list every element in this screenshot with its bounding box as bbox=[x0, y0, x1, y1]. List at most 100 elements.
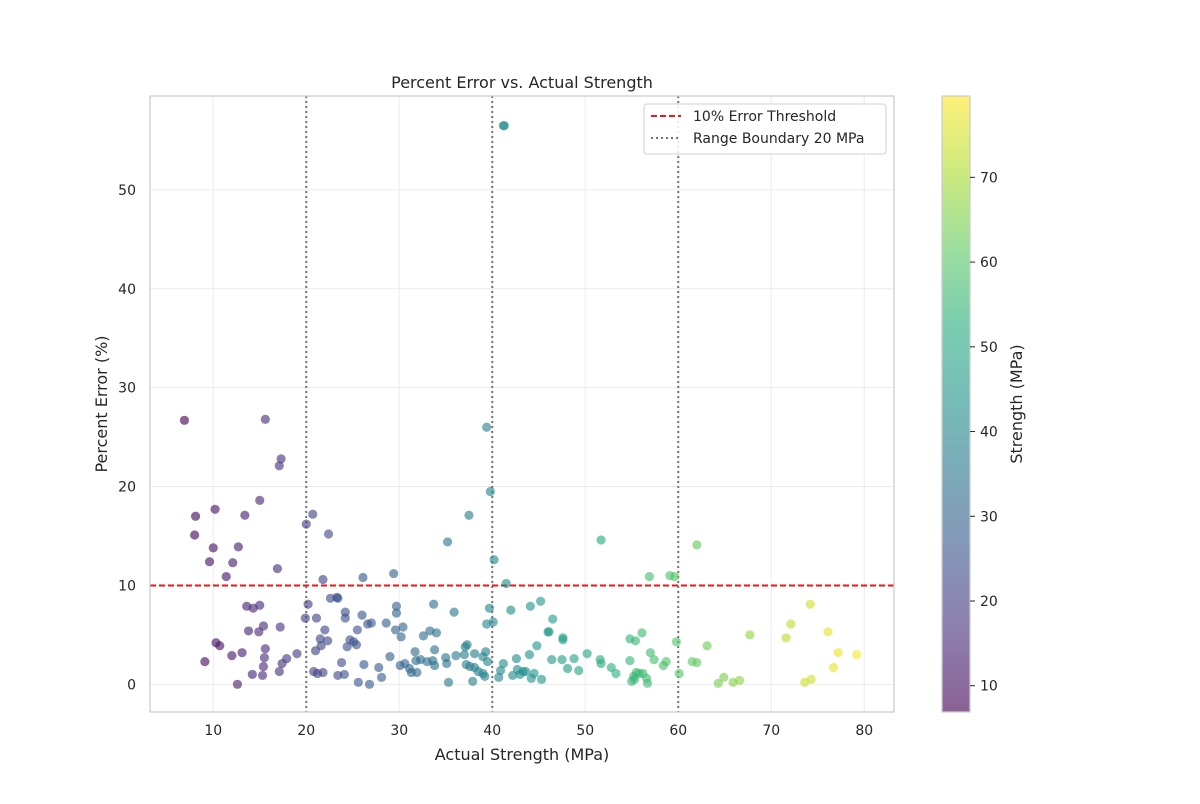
scatter-point bbox=[243, 626, 254, 636]
scatter-point bbox=[311, 613, 322, 623]
scatter-point bbox=[429, 645, 440, 655]
scatter-point bbox=[221, 571, 231, 582]
colorbar: 10 20 30 40 50 60 70 Strength (MPa) bbox=[941, 95, 1026, 713]
y-tick-label: 30 bbox=[118, 381, 136, 397]
y-tick-label: 0 bbox=[127, 677, 136, 693]
scatter-point bbox=[340, 613, 350, 623]
scatter-point bbox=[301, 519, 311, 529]
scatter-point bbox=[524, 650, 535, 660]
scatter-point bbox=[496, 665, 506, 676]
colorbar-ticks: 10 20 30 40 50 60 70 bbox=[970, 170, 998, 695]
scatter-point bbox=[318, 667, 328, 678]
scatter-point bbox=[257, 670, 268, 681]
scatter-point bbox=[255, 600, 265, 610]
scatter-point bbox=[418, 631, 429, 641]
scatter-point bbox=[233, 542, 243, 552]
scatter-point bbox=[702, 641, 712, 651]
scatter-point bbox=[389, 568, 399, 579]
scatter-point bbox=[260, 644, 270, 654]
scatter-point bbox=[596, 535, 606, 545]
scatter-point bbox=[558, 635, 568, 645]
scatter-point bbox=[806, 674, 816, 684]
x-tick-label: 70 bbox=[762, 723, 780, 739]
scatter-point bbox=[396, 632, 406, 642]
colorbar-tick-label: 40 bbox=[980, 425, 998, 441]
colorbar-tick-label: 70 bbox=[980, 170, 998, 186]
y-axis-label: Percent Error (%) bbox=[92, 335, 111, 472]
grid bbox=[150, 96, 894, 712]
legend-boundary-label: Range Boundary 20 MPa bbox=[693, 131, 864, 147]
scatter-point bbox=[645, 648, 655, 658]
scatter-point bbox=[272, 564, 283, 574]
scatter-point bbox=[259, 653, 269, 663]
scatter-point bbox=[336, 657, 347, 668]
x-tick-label: 20 bbox=[297, 723, 315, 739]
colorbar-label: Strength (MPa) bbox=[1007, 344, 1026, 463]
x-axis-label: Actual Strength (MPa) bbox=[435, 745, 610, 764]
scatter-point bbox=[547, 654, 557, 665]
scatter-point bbox=[274, 666, 284, 677]
scatter-point bbox=[258, 661, 269, 672]
scatter-point bbox=[482, 656, 493, 667]
scatter-point bbox=[805, 599, 815, 609]
scatter-point bbox=[357, 610, 367, 620]
scatter-point bbox=[358, 572, 368, 583]
scatter-point bbox=[482, 422, 492, 432]
scatter-point bbox=[232, 679, 243, 689]
scatter-point bbox=[596, 658, 606, 669]
scatter-point bbox=[548, 614, 558, 624]
scatter-point bbox=[464, 510, 474, 520]
scatter-point bbox=[228, 558, 238, 568]
scatter-point bbox=[364, 679, 375, 689]
scatter-point bbox=[786, 619, 796, 629]
scatter-point bbox=[366, 618, 376, 628]
x-tick-label: 30 bbox=[390, 723, 408, 739]
scatter-point bbox=[719, 672, 729, 682]
scatter-point bbox=[692, 657, 702, 668]
scatter-point bbox=[303, 599, 313, 609]
y-tick-label: 20 bbox=[118, 480, 136, 496]
scatter-point bbox=[637, 628, 647, 638]
scatter-point bbox=[852, 650, 862, 660]
scatter-point bbox=[574, 665, 584, 676]
scatter-point bbox=[562, 663, 573, 674]
scatter-point bbox=[333, 593, 343, 603]
scatter-point bbox=[625, 655, 635, 666]
scatter-point bbox=[544, 627, 554, 637]
scatter-point bbox=[260, 414, 270, 424]
scatter-point bbox=[190, 511, 201, 521]
colorbar-border bbox=[941, 95, 971, 713]
scatter-point bbox=[481, 647, 491, 657]
scatter-point bbox=[292, 649, 302, 659]
scatter-point bbox=[532, 641, 542, 651]
scatter-point bbox=[210, 504, 220, 514]
scatter-point bbox=[274, 461, 284, 471]
scatter-point bbox=[237, 648, 247, 658]
scatter-point bbox=[462, 640, 472, 650]
scatter-point bbox=[557, 654, 567, 665]
scatter-point bbox=[258, 621, 269, 631]
scatter-point bbox=[190, 530, 200, 540]
scatter-point bbox=[468, 676, 478, 686]
scatter-point bbox=[669, 571, 680, 582]
scatter-point bbox=[536, 674, 547, 684]
scatter-point bbox=[611, 668, 621, 679]
legend: 10% Error Threshold Range Boundary 20 MP… bbox=[643, 103, 887, 155]
scatter-point bbox=[320, 625, 330, 635]
colorbar-tick-label: 60 bbox=[980, 255, 998, 271]
scatter-point bbox=[255, 495, 265, 506]
scatter-point bbox=[506, 605, 516, 615]
scatter-point bbox=[318, 574, 328, 585]
scatter-point bbox=[429, 660, 440, 671]
scatter-point bbox=[391, 601, 402, 611]
x-tick-label: 80 bbox=[855, 723, 873, 739]
scatter-point bbox=[391, 608, 402, 618]
scatter-point bbox=[828, 662, 839, 673]
scatter-point bbox=[390, 625, 401, 635]
scatter-point bbox=[674, 668, 684, 679]
scatter-point bbox=[536, 596, 546, 606]
scatter-point bbox=[353, 677, 363, 687]
scatter-point bbox=[582, 649, 592, 659]
